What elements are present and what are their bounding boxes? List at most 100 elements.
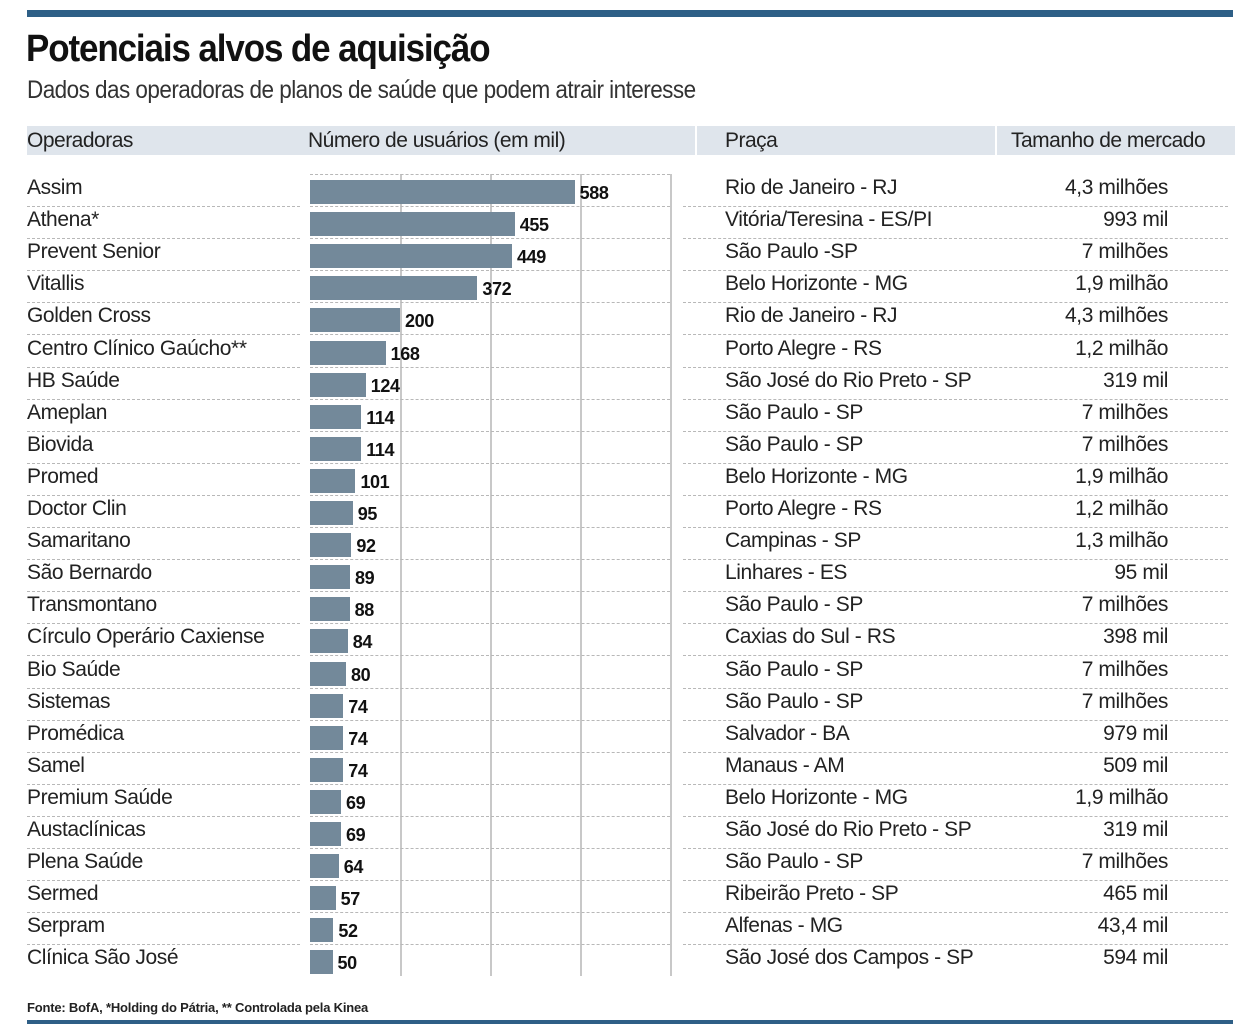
table-row: Círculo Operário Caxiense 84 Caxias do Sul… [0,623,1260,657]
table-row: Sermed 57 Ribeirão Preto - SP 465 mil [0,880,1260,914]
operadora-name: Bio Saúde [27,657,121,681]
row-separator [310,880,670,882]
tamanho-mercado: 979 mil [1103,721,1168,745]
operadora-name: Assim [27,176,83,199]
table-header-mercado: Tamanho de mercado [997,126,1235,155]
bar [310,597,350,622]
row-separator [27,206,300,207]
bar-value-label: 69 [346,825,366,845]
tamanho-mercado: 993 mil [1103,208,1168,232]
row-separator [310,462,670,464]
table-row: Promed 101 Belo Horizonte - MG 1,9 milhão [0,463,1260,496]
source-note: Fonte: BofA, *Holding do Pátria, ** Cont… [27,1000,369,1015]
row-separator [27,398,300,400]
praca: São José do Rio Preto - SP [725,818,972,841]
row-separator [27,815,300,817]
operadora-name: Samaritano [27,529,131,553]
bar [310,918,334,943]
row-separator [683,815,1228,817]
row-separator [310,848,670,849]
bar-value-label: 74 [348,728,368,749]
row-separator [27,334,300,336]
row-separator [27,944,300,946]
tamanho-mercado: 319 mil [1103,368,1168,392]
bar-value-label: 64 [343,857,364,878]
bar-value-label: 50 [337,953,358,974]
bar [310,340,386,365]
row-separator [27,751,300,753]
bar [310,436,362,461]
bar [310,180,575,204]
row-separator [27,366,300,368]
tamanho-mercado: 465 mil [1103,882,1168,906]
operadora-name: Athena* [27,208,99,232]
row-separator [310,270,670,272]
row-separator [27,623,300,625]
row-separator [27,527,300,528]
page-subtitle: Dados das operadoras de planos de saúde … [27,76,696,104]
praca: São Paulo - SP [725,400,863,424]
bar [310,212,515,237]
row-separator [310,398,670,400]
row-separator [310,944,670,946]
operadora-name: Clínica São José [27,946,179,970]
tamanho-mercado: 7 milhões [1081,689,1169,713]
row-separator [27,270,300,272]
tamanho-mercado: 7 milhões [1081,850,1169,874]
table-row: Athena* 455 Vitória/Teresina - ES/PI 993 mi… [0,206,1260,240]
operadora-name: Plena Saúde [27,850,143,874]
bar-value-label: 74 [348,760,368,781]
bar-value-label: 449 [517,247,546,268]
table-row: Golden Cross 200 Rio de Janeiro - RJ 4,3 mi… [0,302,1260,336]
tamanho-mercado: 1,2 milhão [1075,336,1168,360]
bar-value-label: 89 [355,568,375,589]
tamanho-mercado: 1,9 milhão [1075,272,1168,296]
bar [310,372,366,397]
bar [310,822,342,846]
bar [310,244,513,269]
header-usuarios: Número de usuários (em mil) [308,129,566,152]
operadora-name: Vitallis [27,272,85,296]
bar-value-label: 124 [370,375,400,396]
table-row: Plena Saúde 64 São Paulo - SP 7 milhões [0,848,1260,882]
row-separator [310,430,670,432]
row-separator [683,848,1228,849]
praca: Porto Alegre - RS [725,336,882,360]
praca: Manaus - AM [725,753,845,777]
praca: São Paulo - SP [725,432,863,456]
praca: Belo Horizonte - MG [725,464,908,488]
praca: São Paulo - SP [725,657,863,681]
bar-value-label: 455 [519,215,549,236]
bar-value-label: 101 [360,471,390,492]
row-separator [683,751,1228,753]
bar-value-label: 74 [348,696,368,717]
row-separator [310,366,670,368]
bar [310,661,346,686]
bar-value-label: 168 [390,343,420,364]
row-separator [27,848,300,849]
praca: Rio de Janeiro - RJ [725,176,898,199]
praca: São Paulo - SP [725,689,863,713]
praca: Caxias do Sul - RS [725,625,896,649]
praca: Linhares - ES [725,561,848,585]
bar [310,725,344,750]
tamanho-mercado: 7 milhões [1081,657,1169,681]
operadora-name: Promed [27,464,99,488]
bar [310,276,478,301]
row-separator [683,944,1228,946]
tamanho-mercado: 1,2 milhão [1075,497,1168,520]
operadora-name: São Bernardo [27,561,152,585]
operadora-name: Círculo Operário Caxiense [27,625,265,649]
table-row: Serpram 52 Alfenas - MG 43,4 mil [0,912,1260,946]
table-row: Transmontano 88 São Paulo - SP 7 milhões [0,591,1260,625]
operadora-name: Samel [27,753,85,777]
row-separator [310,174,670,175]
praca: Vitória/Teresina - ES/PI [725,208,933,232]
row-separator [27,238,300,240]
row-separator [27,687,300,689]
tamanho-mercado: 1,9 milhão [1075,464,1168,488]
row-separator [27,591,300,593]
row-separator [683,206,1228,207]
page-title: Potenciais alvos de aquisição [26,28,491,70]
operadora-name: Biovida [27,432,94,456]
